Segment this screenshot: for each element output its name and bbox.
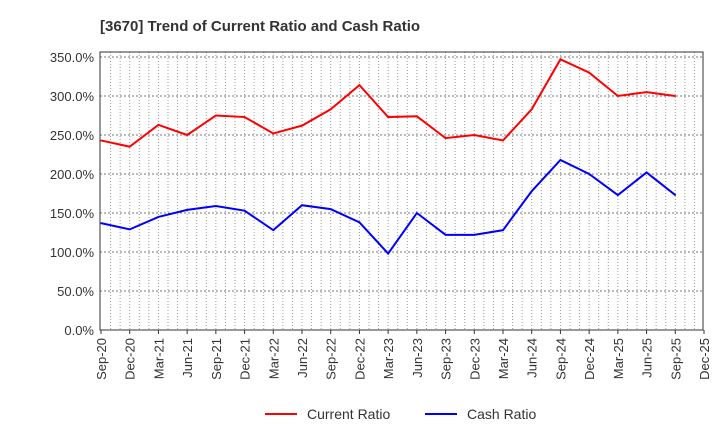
data-point bbox=[559, 58, 562, 61]
y-axis: 0.0% 50.0% 100.0% 150.0% 200.0% 250.0% 300.0% 3… bbox=[50, 50, 95, 338]
y-tick-label: 200.0% bbox=[50, 167, 95, 182]
legend: Current Ratio Cash Ratio bbox=[265, 406, 536, 422]
data-point bbox=[301, 204, 303, 206]
data-point bbox=[416, 212, 418, 214]
data-point bbox=[645, 171, 648, 174]
data-point bbox=[100, 222, 102, 224]
x-tick-label: Mar-24 bbox=[496, 338, 511, 379]
plot-frame bbox=[99, 51, 704, 331]
x-tick-label: Sep-22 bbox=[324, 338, 339, 380]
data-point bbox=[243, 116, 246, 118]
data-point bbox=[157, 124, 160, 126]
data-point bbox=[444, 137, 447, 139]
x-tick-label: Dec-22 bbox=[352, 338, 367, 380]
legend-label-current-ratio: Current Ratio bbox=[307, 406, 390, 422]
data-point bbox=[502, 229, 504, 231]
y-tick-label: 250.0% bbox=[50, 128, 95, 143]
data-point bbox=[444, 234, 447, 236]
x-tick-label: Dec-20 bbox=[123, 338, 138, 380]
y-tick-label: 150.0% bbox=[50, 206, 95, 221]
data-point bbox=[674, 194, 677, 196]
chart-title: [3670] Trend of Current Ratio and Cash R… bbox=[100, 18, 420, 35]
data-point bbox=[329, 208, 332, 210]
data-point bbox=[645, 91, 648, 93]
data-point bbox=[272, 132, 275, 135]
x-tick-label: Jun-22 bbox=[295, 338, 310, 378]
data-point bbox=[358, 84, 361, 86]
x-axis: Sep-20 Dec-20 Mar-21 Jun-21 Sep-21 Dec-21 Mar-… bbox=[94, 330, 712, 380]
x-tick-label: Jun-24 bbox=[525, 338, 540, 378]
data-point bbox=[530, 190, 533, 192]
x-tick-label: Dec-21 bbox=[238, 338, 253, 380]
y-tick-label: 300.0% bbox=[50, 89, 95, 104]
y-tick-label: 0.0% bbox=[64, 323, 94, 338]
x-tick-label: Jun-23 bbox=[410, 338, 425, 378]
data-point bbox=[387, 116, 389, 118]
x-tick-label: Mar-21 bbox=[151, 338, 166, 379]
x-tick-label: Sep-20 bbox=[94, 338, 109, 380]
y-tick-label: 100.0% bbox=[50, 245, 95, 260]
data-point bbox=[186, 134, 188, 136]
x-tick-label: Dec-25 bbox=[697, 338, 712, 380]
data-point bbox=[559, 159, 562, 161]
data-point bbox=[387, 252, 389, 255]
data-point bbox=[502, 139, 504, 142]
data-point bbox=[243, 209, 246, 212]
data-point bbox=[588, 71, 590, 74]
data-point bbox=[157, 216, 160, 218]
x-tick-label: Mar-25 bbox=[611, 338, 626, 379]
x-tick-label: Mar-23 bbox=[381, 338, 396, 379]
series-lines bbox=[100, 58, 677, 256]
data-point bbox=[358, 221, 361, 224]
x-tick-label: Dec-24 bbox=[582, 338, 597, 380]
data-point bbox=[674, 95, 677, 97]
data-point bbox=[473, 134, 476, 136]
data-point bbox=[215, 205, 217, 207]
data-point bbox=[416, 115, 418, 118]
data-point bbox=[128, 145, 131, 148]
data-point bbox=[588, 173, 590, 175]
x-tick-label: Sep-21 bbox=[209, 338, 224, 380]
y-tick-label: 350.0% bbox=[50, 50, 95, 65]
data-point bbox=[301, 124, 303, 127]
grid bbox=[100, 52, 703, 330]
x-tick-label: Dec-23 bbox=[467, 338, 482, 380]
data-point bbox=[100, 139, 102, 142]
data-point bbox=[473, 234, 476, 236]
x-tick-label: Mar-22 bbox=[266, 338, 281, 379]
data-point bbox=[186, 209, 188, 211]
x-tick-label: Sep-24 bbox=[553, 338, 568, 380]
data-point bbox=[329, 108, 332, 111]
x-tick-label: Sep-25 bbox=[668, 338, 683, 380]
data-point bbox=[617, 95, 619, 97]
data-point bbox=[215, 114, 217, 117]
legend-label-cash-ratio: Cash Ratio bbox=[467, 406, 536, 422]
x-tick-label: Sep-23 bbox=[439, 338, 454, 380]
x-tick-label: Jun-21 bbox=[180, 338, 195, 378]
data-point bbox=[617, 194, 619, 196]
data-point bbox=[530, 108, 533, 111]
data-point bbox=[128, 228, 131, 231]
y-tick-label: 50.0% bbox=[57, 284, 94, 299]
data-point bbox=[272, 229, 275, 231]
x-tick-label: Jun-25 bbox=[640, 338, 655, 378]
